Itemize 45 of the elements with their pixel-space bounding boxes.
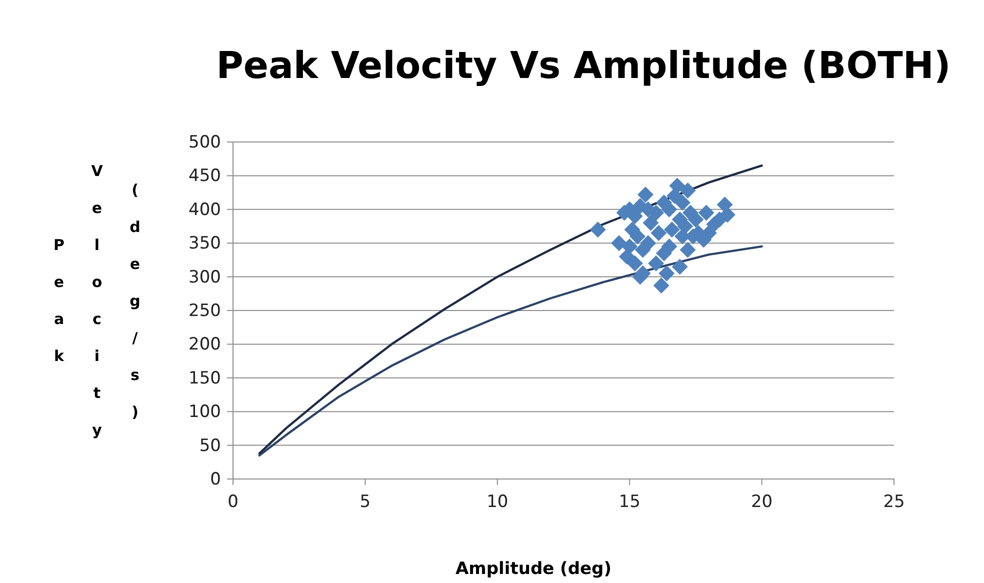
point [656,245,672,262]
point [642,214,659,231]
y-tick-label: 200 [188,334,221,355]
y-tick-label: 150 [188,368,221,388]
point [674,194,690,211]
point [648,255,664,272]
point [716,196,733,213]
point [664,222,680,238]
point [672,258,688,275]
x-tick-label: 5 [360,492,371,512]
point [661,201,678,218]
point [666,188,683,204]
point [658,265,675,282]
y-tick-label: 400 [188,200,221,220]
chart-title: Peak Velocity Vs Amplitude (BOTH) [216,44,951,87]
line-series [258,245,763,457]
y-tick-label: 0 [210,469,221,490]
y-tick-label: 500 [188,132,221,152]
line-series [258,164,763,454]
point [653,278,670,294]
point [650,224,667,241]
y-tick-label: 450 [188,166,221,186]
text: Peak Velocity (deg/s) [50,162,144,458]
point [590,222,606,238]
y-tick-label: 300 [188,267,221,288]
x-tick-label: 10 [486,492,508,512]
x-axis-title: Amplitude (deg) [456,559,612,579]
point [680,242,696,258]
y-tick-label: 100 [188,402,221,422]
point [688,212,704,228]
point [626,255,643,272]
point [634,242,651,258]
x-tick-label: 25 [883,492,905,512]
x-tick-label: 0 [228,492,238,512]
point [698,204,714,221]
y-tick-label: 50 [199,436,221,456]
point [680,182,696,199]
point [637,186,654,203]
point [630,228,646,244]
point [622,238,638,254]
point [611,235,628,252]
y-tick-label: 250 [188,300,221,321]
x-tick-label: 15 [618,492,640,512]
y-tick-label: 350 [188,234,221,254]
x-tick-label: 20 [750,492,773,512]
